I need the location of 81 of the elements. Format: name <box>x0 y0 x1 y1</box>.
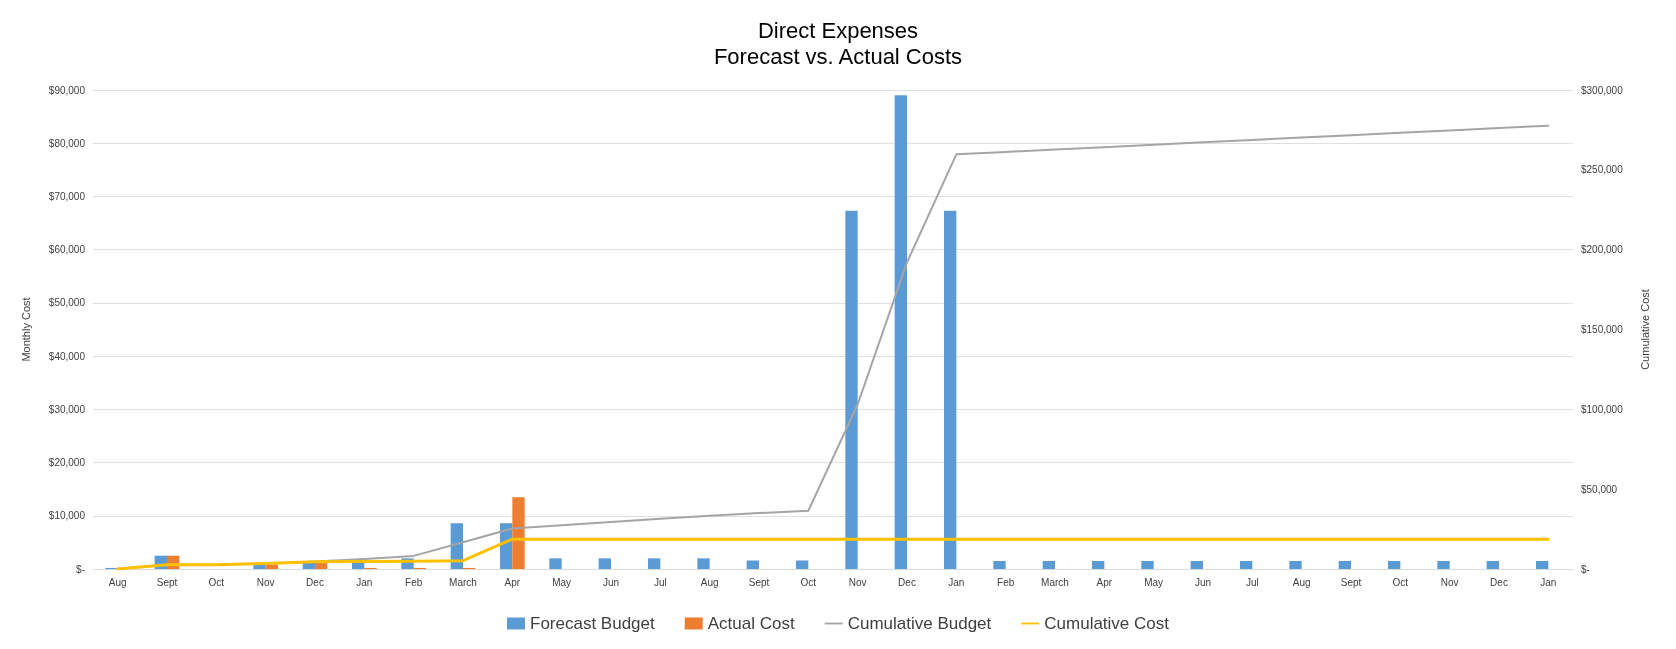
x-tick-label: Oct <box>800 576 817 588</box>
legend-label: Actual Cost <box>707 614 795 633</box>
bar <box>265 564 278 569</box>
x-tick-label: Jun <box>602 576 620 588</box>
x-tick-label: Apr <box>1096 576 1113 588</box>
x-tick-label: Apr <box>504 576 521 588</box>
bar <box>598 558 611 569</box>
x-tick-label: Oct <box>1392 576 1409 588</box>
bar <box>1437 561 1450 569</box>
x-tick-label: Feb <box>405 576 423 588</box>
y2-tick-label: $150,000 <box>1581 324 1624 335</box>
bar <box>1240 561 1253 569</box>
x-tick-label: Sept <box>748 576 770 588</box>
bar <box>549 558 562 569</box>
x-tick-label: Nov <box>848 576 867 588</box>
x-tick-label: Sept <box>156 576 178 588</box>
x-tick-label: Aug <box>108 576 127 588</box>
y-tick-label: $60,000 <box>48 244 86 256</box>
bar <box>944 210 957 569</box>
x-tick-label: Jan <box>356 576 373 588</box>
y2-axis-title: Cumulative Cost <box>1638 289 1651 370</box>
x-tick-label: March <box>449 576 477 588</box>
bar <box>315 562 328 569</box>
x-tick-label: Jun <box>1194 576 1212 588</box>
y-tick-label: $70,000 <box>48 190 86 202</box>
x-tick-label: May <box>1144 576 1164 588</box>
x-tick-label: Oct <box>208 576 225 588</box>
legend-label: Forecast Budget <box>530 614 656 633</box>
y2-tick-label: $200,000 <box>1581 244 1624 256</box>
y-tick-label: $50,000 <box>48 297 86 309</box>
bar <box>1141 561 1154 569</box>
bar <box>253 564 266 569</box>
y2-tick-label: $- <box>1581 563 1590 575</box>
bar <box>648 558 661 569</box>
bar <box>845 210 858 569</box>
y2-tick-label: $100,000 <box>1581 403 1624 415</box>
x-tick-label: Feb <box>997 576 1015 588</box>
bar <box>1486 561 1499 569</box>
x-tick-label: Sept <box>1340 576 1362 588</box>
bar <box>894 95 907 569</box>
bar <box>1042 561 1055 569</box>
y-tick-label: $80,000 <box>48 137 86 149</box>
bar <box>1388 561 1401 569</box>
x-tick-label: Nov <box>1440 576 1459 588</box>
y-axis-title: Monthly Cost <box>19 297 32 362</box>
x-tick-label: Dec <box>1490 576 1508 588</box>
bar <box>796 560 809 569</box>
y-tick-label: $90,000 <box>48 84 86 96</box>
y2-tick-label: $250,000 <box>1581 164 1624 176</box>
bar <box>1289 561 1302 569</box>
chart-title: Direct Expenses <box>757 17 919 43</box>
y2-tick-label: $50,000 <box>1581 483 1618 495</box>
bar <box>697 558 710 569</box>
chart-subtitle: Forecast vs. Actual Costs <box>713 43 963 69</box>
legend-label: Cumulative Budget <box>847 614 992 633</box>
y-tick-label: $20,000 <box>48 457 86 469</box>
y-tick-label: $- <box>76 563 85 575</box>
y-tick-label: $30,000 <box>48 403 86 415</box>
bar <box>746 560 759 569</box>
bar <box>1536 561 1549 569</box>
x-tick-label: Jan <box>948 576 965 588</box>
x-tick-label: Nov <box>256 576 275 588</box>
x-tick-label: May <box>552 576 572 588</box>
y2-tick-label: $300,000 <box>1581 84 1624 96</box>
bar <box>1190 561 1203 569</box>
bar <box>993 561 1006 569</box>
legend-label: Cumulative Cost <box>1044 614 1170 633</box>
x-tick-label: Jan <box>1540 576 1557 588</box>
x-tick-label: Aug <box>700 576 719 588</box>
x-tick-label: Jul <box>653 576 667 588</box>
x-tick-label: March <box>1041 576 1069 588</box>
x-tick-label: Jul <box>1245 576 1259 588</box>
x-tick-label: Dec <box>898 576 916 588</box>
bar <box>512 497 525 569</box>
x-tick-label: Dec <box>306 576 324 588</box>
y-tick-label: $10,000 <box>48 510 86 522</box>
bar <box>1092 561 1105 569</box>
x-tick-label: Aug <box>1292 576 1311 588</box>
bar <box>1338 561 1351 569</box>
line-series <box>116 537 1550 571</box>
y-tick-label: $40,000 <box>48 350 86 362</box>
